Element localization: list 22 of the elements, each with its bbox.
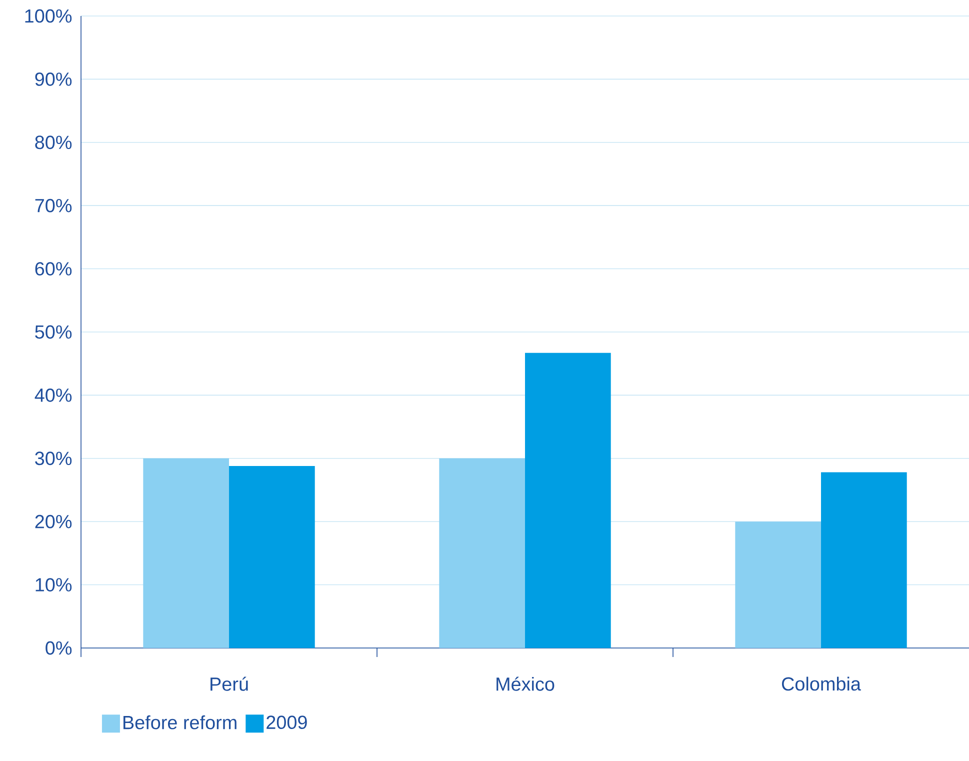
bar	[439, 458, 526, 648]
y-tick-label: 40%	[34, 388, 72, 402]
bar	[143, 458, 230, 648]
bar	[525, 352, 611, 648]
x-tick-label: Colombia	[782, 676, 861, 691]
bar	[735, 522, 822, 648]
legend-label: 2009	[266, 716, 307, 730]
y-tick-label: 50%	[35, 325, 72, 339]
y-tick-label: 10%	[36, 578, 72, 592]
y-tick-label: 80%	[35, 136, 72, 150]
bar	[229, 466, 315, 648]
y-tick-label: 30%	[35, 452, 72, 466]
y-tick-label: 60%	[35, 262, 72, 276]
y-tick-label: 20%	[35, 514, 72, 528]
y-tick-label: 70%	[35, 198, 72, 212]
y-tick-label: 100%	[25, 9, 72, 23]
y-tick-label: 90%	[35, 72, 72, 86]
y-tick-label: 0%	[46, 641, 72, 655]
x-tick-label: México	[496, 676, 554, 691]
x-tick-label: Perú	[210, 676, 248, 691]
bar	[821, 472, 907, 648]
legend-label: Before reform	[124, 715, 236, 730]
